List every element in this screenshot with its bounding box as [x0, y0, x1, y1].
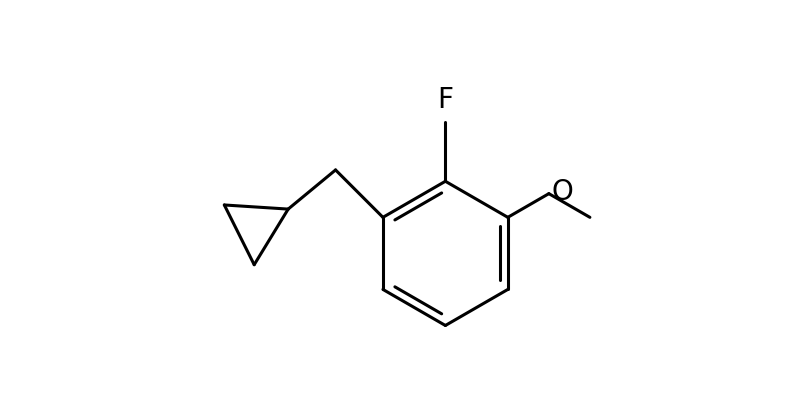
Text: O: O	[552, 178, 573, 206]
Text: F: F	[437, 86, 454, 114]
